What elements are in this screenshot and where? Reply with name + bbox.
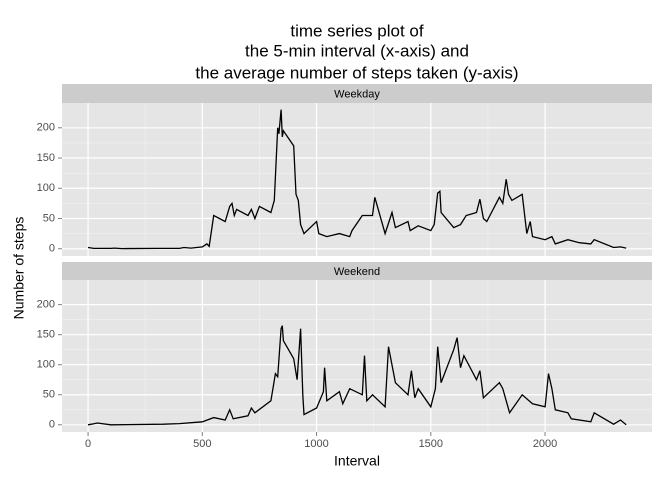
x-tick-label: 500 bbox=[193, 438, 211, 450]
y-tick-label: 150 bbox=[37, 152, 55, 164]
strip-label: Weekend bbox=[334, 266, 380, 278]
y-tick-label: 0 bbox=[49, 419, 55, 431]
strip-label: Weekday bbox=[334, 88, 380, 100]
y-tick-label: 150 bbox=[37, 329, 55, 341]
x-axis-title: Interval bbox=[334, 453, 380, 469]
x-tick-label: 2000 bbox=[533, 438, 557, 450]
chart-title: the 5-min interval (x-axis) and bbox=[245, 41, 469, 60]
y-tick-label: 50 bbox=[43, 212, 55, 224]
y-tick-label: 0 bbox=[49, 243, 55, 255]
x-tick-label: 1500 bbox=[419, 438, 443, 450]
y-axis-title: Number of steps bbox=[11, 217, 27, 320]
chart-title: the average number of steps taken (y-axi… bbox=[195, 63, 518, 82]
panel bbox=[62, 103, 652, 256]
strip bbox=[62, 262, 652, 280]
y-tick-label: 50 bbox=[43, 389, 55, 401]
y-tick-label: 200 bbox=[37, 122, 55, 134]
strip bbox=[62, 84, 652, 103]
x-tick-label: 1000 bbox=[304, 438, 328, 450]
y-tick-label: 100 bbox=[37, 359, 55, 371]
data-line bbox=[87, 325, 627, 426]
panel bbox=[62, 280, 652, 432]
x-tick-label: 0 bbox=[85, 438, 91, 450]
y-tick-label: 200 bbox=[37, 299, 55, 311]
chart-title: time series plot of bbox=[290, 21, 423, 40]
data-line bbox=[87, 109, 627, 250]
y-tick-label: 100 bbox=[37, 182, 55, 194]
